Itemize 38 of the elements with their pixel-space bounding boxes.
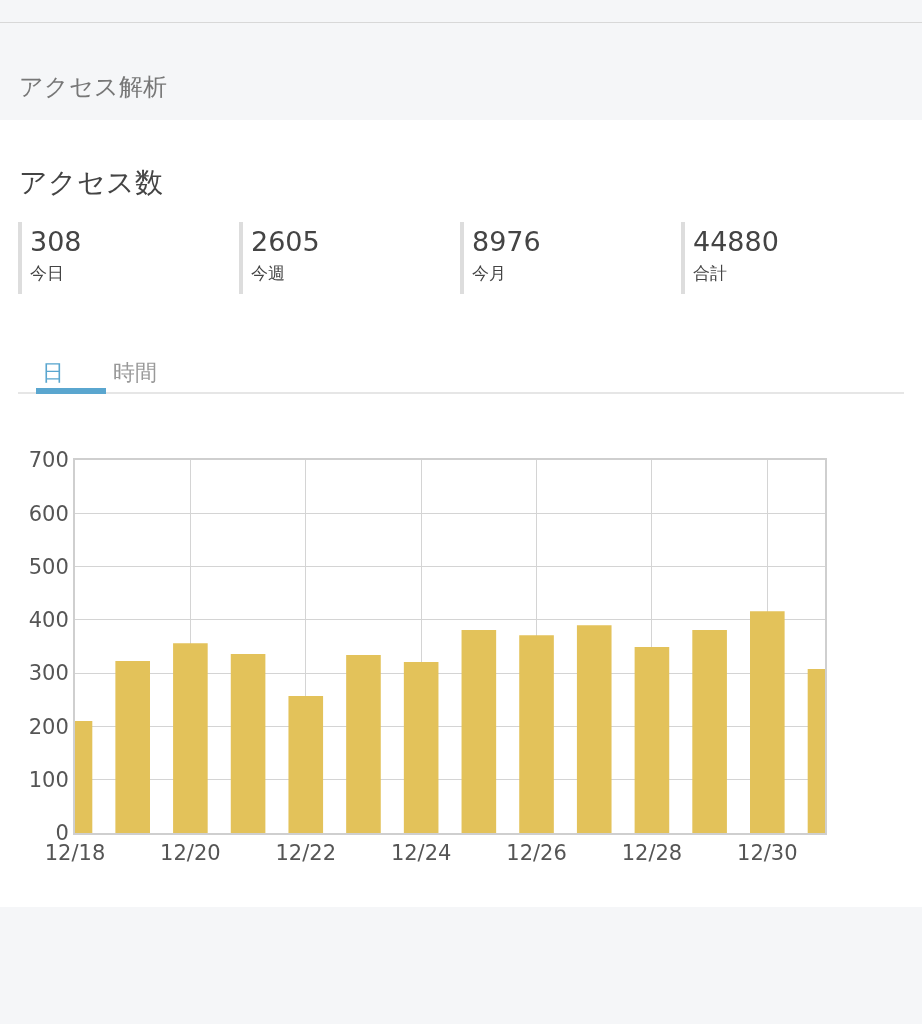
x-tick-label: 12/18 bbox=[44, 841, 106, 866]
bar bbox=[634, 647, 670, 833]
x-tick-label: 12/20 bbox=[160, 841, 221, 866]
text: 日 bbox=[41, 359, 65, 387]
x-tick-label: 12/24 bbox=[390, 841, 452, 866]
bar bbox=[461, 629, 497, 833]
bar bbox=[519, 635, 554, 833]
category-label: 今週 bbox=[251, 262, 286, 285]
y-tick-label: 400 bbox=[28, 608, 69, 633]
bar bbox=[403, 661, 439, 833]
bar bbox=[750, 611, 785, 833]
y-tick-label: 200 bbox=[28, 714, 69, 739]
x-tick-label: 12/28 bbox=[621, 841, 683, 866]
y-tick-label: 100 bbox=[28, 768, 69, 793]
x-tick-label: 12/22 bbox=[275, 841, 337, 866]
data-label: 44880 bbox=[693, 226, 780, 258]
category-label: 今日 bbox=[30, 262, 65, 285]
x-tick-label: 12/30 bbox=[737, 841, 798, 866]
y-tick-label: 600 bbox=[28, 501, 69, 526]
x-tick-label: 12/26 bbox=[506, 841, 567, 866]
y-tick-label: 700 bbox=[28, 448, 69, 473]
text: アクセス数 bbox=[18, 165, 164, 201]
bar bbox=[230, 653, 266, 833]
text: 時間 bbox=[112, 359, 158, 387]
data-label: 2605 bbox=[251, 226, 321, 258]
bar bbox=[346, 655, 381, 833]
bar bbox=[115, 660, 150, 833]
text: アクセス解析 bbox=[18, 72, 168, 103]
y-tick-label: 300 bbox=[28, 661, 69, 686]
category-label: 合計 bbox=[693, 262, 728, 285]
bar bbox=[288, 696, 324, 833]
data-label: 8976 bbox=[472, 226, 542, 258]
category-label: 今月 bbox=[472, 262, 507, 285]
y-tick-label: 500 bbox=[28, 554, 69, 579]
bar bbox=[692, 629, 727, 833]
bar bbox=[173, 643, 208, 833]
bar bbox=[576, 625, 612, 833]
data-label: 308 bbox=[30, 226, 83, 258]
